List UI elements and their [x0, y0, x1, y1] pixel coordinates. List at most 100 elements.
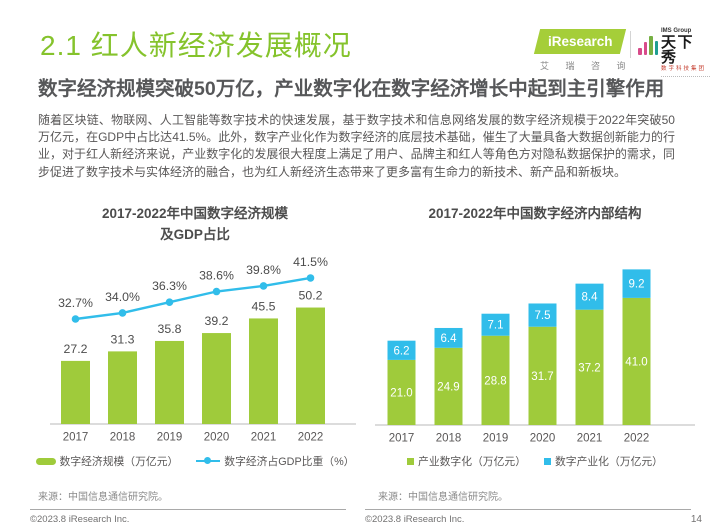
legend-label: 数字经济占GDP比重（%） — [224, 456, 355, 468]
bar-2022 — [296, 307, 325, 424]
tianxiaxiu-group-label: IMS Group — [661, 28, 692, 34]
blue-label-2020: 7.5 — [535, 310, 551, 322]
bar-label-2022: 50.2 — [299, 289, 323, 303]
green-label-2018: 24.9 — [437, 381, 459, 393]
legend-item-digital-industrialization: 数字产业化（万亿元） — [544, 453, 663, 469]
blue-segment-2018 — [434, 327, 463, 348]
green-label-2019: 28.8 — [484, 375, 506, 387]
copyright-right: ©2023.8 iResearch Inc. — [365, 514, 465, 525]
bar-2020 — [202, 333, 231, 424]
footer-divider-left — [30, 509, 346, 510]
blue-segment-2021 — [575, 283, 604, 310]
left-chart-section: 2017-2022年中国数字经济规模 及GDP占比 27.2 2017 31.3 20… — [30, 196, 360, 506]
logo-divider — [630, 31, 631, 58]
slide-subtitle: 数字经济规模突破50万亿，产业数字化在数字经济增长中起到主引擎作用 — [38, 78, 665, 100]
bar-label-2019: 35.8 — [158, 322, 182, 336]
blue-label-2022: 9.2 — [629, 279, 645, 291]
iresearch-logo: iResearch 艾 瑞 咨 询 — [533, 29, 633, 72]
iresearch-logo-badge: iResearch — [533, 29, 627, 54]
iresearch-logo-caption: 艾 瑞 咨 询 — [540, 61, 633, 71]
legend-item-gdp-share: 数字经济占GDP比重（%） — [196, 453, 354, 469]
green-segment-2017 — [387, 359, 416, 425]
green-segment-2021 — [575, 309, 604, 425]
bar-line-chart: 27.2 2017 31.3 2018 35.8 2019 39.2 2020 45.5 2021… — [50, 255, 356, 444]
legend-label: 数字经济规模（万亿元） — [59, 456, 179, 468]
blue-label-2019: 7.1 — [488, 320, 504, 332]
bar-label-2020: 39.2 — [205, 314, 229, 328]
year-label-2022: 2022 — [624, 433, 650, 445]
left-chart-title: 2017-2022年中国数字经济规模 及GDP占比 — [30, 196, 360, 245]
right-chart-title: 2017-2022年中国数字经济内部结构 — [428, 206, 642, 221]
legend-item-scale: 数字经济规模（万亿元） — [35, 453, 179, 469]
green-segment-2020 — [528, 326, 557, 425]
footer-divider-right — [365, 509, 691, 510]
stacked-bar-chart: 21.0 6.2 2017 24.9 6.4 2018 28.8 7.1 2019 31.7 7.5… — [375, 269, 695, 445]
green-square-swatch — [407, 457, 415, 465]
right-chart-section: 2017-2022年中国数字经济内部结构 21.0 6.2 2017 24.9 6.4 2… — [370, 196, 700, 506]
line-point-2019 — [165, 298, 174, 307]
line-point-2020 — [212, 287, 221, 296]
pct-label-2020: 38.6% — [199, 269, 234, 283]
year-label-2021: 2021 — [251, 432, 277, 444]
year-label-2020: 2020 — [204, 432, 230, 444]
page-title: 2.1 红人新经济发展概况 — [40, 30, 352, 61]
green-bar-swatch — [35, 457, 56, 465]
year-label-2020: 2020 — [530, 433, 556, 445]
green-segment-2019 — [481, 335, 510, 425]
left-source-note: 来源：中国信息通信研究院。 — [38, 492, 168, 503]
green-label-2022: 41.0 — [625, 356, 647, 368]
blue-label-2018: 6.4 — [441, 333, 458, 345]
tianxiaxiu-name: 天下秀 — [661, 34, 695, 66]
left-chart-title-line1: 2017-2022年中国数字经济规模 — [101, 206, 289, 221]
green-label-2021: 37.2 — [578, 362, 600, 374]
pct-label-2022: 41.5% — [293, 255, 328, 269]
blue-square-swatch — [544, 457, 551, 465]
pct-label-2021: 39.8% — [246, 263, 281, 277]
bar-label-2017: 27.2 — [64, 342, 88, 356]
left-chart-legend: 数字经济规模（万亿元） 数字经济占GDP比重（%） — [30, 453, 360, 469]
year-label-2021: 2021 — [577, 433, 603, 445]
year-label-2018: 2018 — [436, 433, 462, 445]
pct-label-2017: 32.7% — [58, 296, 93, 310]
tianxiaxiu-tagline-decoration — [661, 75, 710, 77]
line-point-2021 — [259, 282, 268, 290]
right-chart-legend: 产业数字化（万亿元） 数字产业化（万亿元） — [370, 453, 700, 469]
blue-line-swatch — [196, 457, 221, 465]
bar-label-2018: 31.3 — [111, 332, 135, 346]
blue-segment-2020 — [528, 303, 557, 327]
iresearch-logo-text: iResearch — [547, 34, 613, 49]
year-label-2019: 2019 — [157, 432, 183, 444]
bar-2017 — [61, 360, 90, 424]
right-source-note: 来源：中国信息通信研究院。 — [378, 492, 508, 503]
bar-2019 — [155, 340, 184, 424]
blue-label-2017: 6.2 — [394, 345, 410, 357]
green-label-2017: 21.0 — [390, 387, 412, 399]
pct-label-2019: 36.3% — [152, 279, 187, 293]
copyright-left: ©2023.8 iResearch Inc. — [30, 514, 130, 525]
bar-2018 — [108, 351, 137, 424]
tianxiaxiu-caption: 数字科技集团 — [661, 66, 707, 72]
line-point-2017 — [71, 315, 80, 323]
blue-segment-2022 — [622, 269, 651, 298]
bar-label-2021: 45.5 — [252, 299, 276, 313]
legend-label: 产业数字化（万亿元） — [418, 456, 526, 468]
intro-paragraph: 随着区块链、物联网、人工智能等数字技术的快速发展，基于数字技术和信息网络发展的数… — [38, 113, 675, 179]
blue-segment-2017 — [387, 340, 416, 360]
line-point-2022 — [306, 274, 315, 282]
left-chart-title-line2: 及GDP占比 — [160, 227, 230, 242]
legend-label: 数字产业化（万亿元） — [555, 456, 663, 468]
page-number: 14 — [690, 514, 702, 525]
gdp-share-line — [75, 276, 311, 321]
green-label-2020: 31.7 — [531, 371, 553, 383]
line-point-2018 — [118, 309, 127, 317]
bar-2021 — [249, 318, 278, 424]
year-label-2017: 2017 — [63, 432, 89, 444]
year-label-2017: 2017 — [389, 433, 415, 445]
tianxiaxiu-logo: IMS Group 天下秀 数字科技集团 — [638, 28, 710, 77]
pct-label-2018: 34.0% — [105, 290, 140, 304]
blue-segment-2019 — [481, 313, 510, 336]
year-label-2019: 2019 — [483, 433, 509, 445]
year-label-2018: 2018 — [110, 432, 136, 444]
year-label-2022: 2022 — [298, 432, 324, 444]
